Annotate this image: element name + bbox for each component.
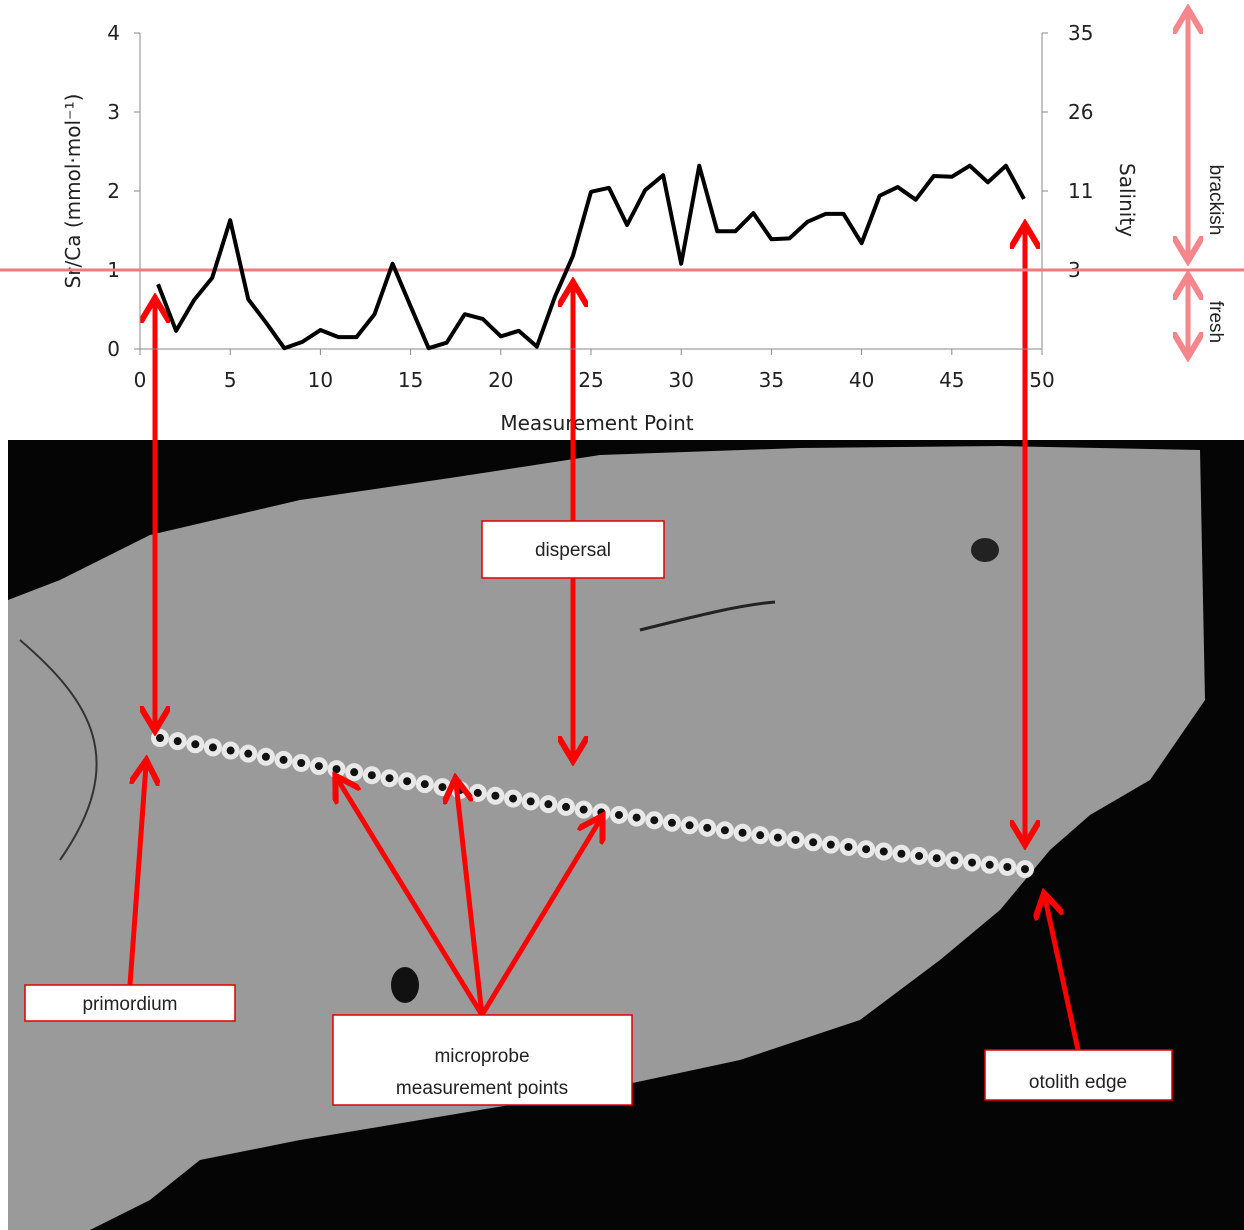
dot: [156, 734, 164, 742]
dot: [1003, 863, 1011, 871]
dot: [580, 806, 588, 814]
blemish: [391, 967, 419, 1003]
data-line: [158, 166, 1024, 348]
microprobe-label: measurement points: [396, 1078, 568, 1099]
y-tick-label: 0: [107, 337, 120, 361]
dot: [280, 756, 288, 764]
dot: [862, 845, 870, 853]
y-tick-label: 2: [107, 179, 120, 203]
dot: [880, 847, 888, 855]
dot: [527, 797, 535, 805]
dot: [315, 762, 323, 770]
dot: [385, 774, 393, 782]
dot: [633, 814, 641, 822]
dot: [1021, 865, 1029, 873]
blemish: [971, 538, 999, 562]
dot: [756, 831, 764, 839]
dot: [209, 743, 217, 751]
dot: [774, 834, 782, 842]
dot: [809, 838, 817, 846]
dot: [350, 768, 358, 776]
dot: [844, 843, 852, 851]
dot: [721, 826, 729, 834]
dot: [474, 789, 482, 797]
y-tick-label: 4: [107, 21, 120, 45]
y-axis-title: Sr/Ca (mmol·mol⁻¹): [61, 94, 85, 289]
x-tick-label: 30: [668, 368, 693, 392]
x-tick-label: 0: [134, 368, 147, 392]
x-tick-label: 20: [488, 368, 513, 392]
dot: [897, 850, 905, 858]
dot: [597, 808, 605, 816]
y2-tick-label: 11: [1068, 179, 1093, 203]
dot: [438, 783, 446, 791]
x-tick-label: 35: [759, 368, 784, 392]
x-tick-label: 25: [578, 368, 603, 392]
microprobe-label: microprobe: [434, 1046, 529, 1067]
dot: [950, 856, 958, 864]
x-tick-label: 10: [308, 368, 333, 392]
dot: [986, 861, 994, 869]
dot: [227, 747, 235, 755]
y2-tick-label: 35: [1068, 21, 1093, 45]
dot: [244, 750, 252, 758]
y-tick-label: 3: [107, 100, 120, 124]
dot: [262, 753, 270, 761]
figure: Measurement Point Sr/Ca (mmol·mol⁻¹) Sal…: [0, 0, 1244, 1230]
dot: [491, 792, 499, 800]
x-tick-label: 45: [939, 368, 964, 392]
x-tick-label: 15: [398, 368, 423, 392]
y2-axis-title: Salinity: [1115, 163, 1139, 237]
dot: [792, 836, 800, 844]
dot: [968, 859, 976, 867]
dot: [703, 824, 711, 832]
dot: [403, 777, 411, 785]
x-tick-label: 50: [1029, 368, 1054, 392]
dot: [668, 819, 676, 827]
fresh-label: fresh: [1205, 301, 1226, 343]
dot: [686, 821, 694, 829]
dot: [421, 780, 429, 788]
dot: [650, 816, 658, 824]
dot: [297, 759, 305, 767]
dot: [615, 811, 623, 819]
dot: [915, 852, 923, 860]
dot: [368, 771, 376, 779]
dot: [509, 795, 517, 803]
dot: [333, 765, 341, 773]
dot: [562, 803, 570, 811]
y2-tick-label: 26: [1068, 100, 1093, 124]
x-tick-label: 5: [224, 368, 237, 392]
dot: [191, 740, 199, 748]
dot: [739, 829, 747, 837]
x-tick-label: 40: [849, 368, 874, 392]
dot: [174, 737, 182, 745]
dot: [544, 800, 552, 808]
dot: [933, 854, 941, 862]
primordium-label: primordium: [82, 994, 177, 1015]
dot: [827, 841, 835, 849]
dispersal-label: dispersal: [535, 540, 611, 561]
brackish-label: brackish: [1205, 165, 1226, 236]
x-axis-title: Measurement Point: [500, 411, 693, 435]
otolith-edge-label: otolith edge: [1029, 1072, 1127, 1093]
